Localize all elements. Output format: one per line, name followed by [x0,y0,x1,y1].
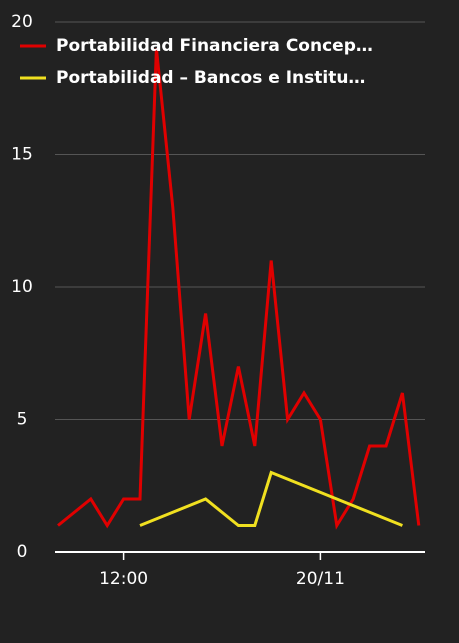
y-tick-label: 15 [11,145,33,165]
series-line [139,470,403,527]
series-line [57,48,421,530]
legend-label: Portabilidad – Bancos e Institu… [56,68,365,88]
y-tick-label: 10 [11,277,33,297]
x-tick-label: 20/11 [296,569,345,589]
y-tick-label: 20 [11,12,33,32]
x-tick-label: 12:00 [99,569,148,589]
y-tick-label: 5 [17,410,28,430]
y-tick-label: 0 [17,542,28,562]
legend-label: Portabilidad Financiera Concep… [56,36,373,56]
